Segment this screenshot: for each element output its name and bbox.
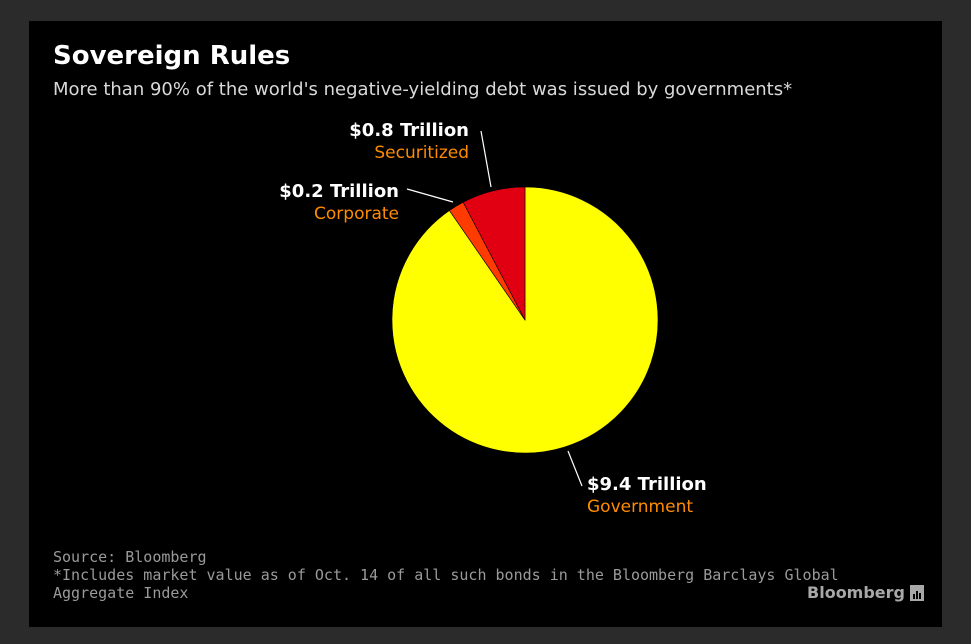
footnote-line-2: Aggregate Index (53, 584, 189, 602)
value-label-government: $9.4 Trillion (587, 474, 707, 495)
category-label-government: Government (587, 497, 693, 517)
leader-line-corporate (406, 188, 454, 203)
value-label-corporate: $0.2 Trillion (279, 181, 399, 202)
value-label-securitized: $0.8 Trillion (349, 120, 469, 141)
category-label-securitized: Securitized (374, 143, 469, 163)
leader-line-securitized (480, 130, 492, 188)
chart-subtitle: More than 90% of the world's negative-yi… (53, 79, 793, 100)
leader-lines (406, 130, 583, 487)
pie-slice-securitized (462, 186, 526, 321)
chart-title: Sovereign Rules (53, 41, 291, 71)
pie-slices (391, 186, 659, 454)
bloomberg-terminal-icon (910, 584, 924, 601)
leader-line-government (567, 450, 583, 487)
chart-footer: Source: Bloomberg *Includes market value… (53, 548, 839, 602)
brand-name: Bloomberg (807, 583, 905, 602)
source-note: Source: Bloomberg (53, 548, 207, 566)
chart-panel: Sovereign Rules More than 90% of the wor… (29, 21, 942, 627)
footnote-line-1: *Includes market value as of Oct. 14 of … (53, 566, 839, 584)
category-label-corporate: Corporate (314, 204, 399, 224)
bloomberg-logo: Bloomberg (807, 583, 924, 602)
